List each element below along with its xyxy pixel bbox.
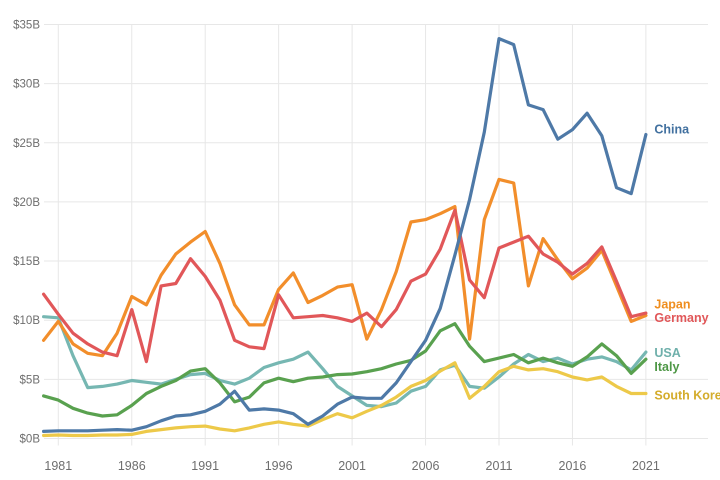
x-axis-tick-label: 2016 [559, 459, 587, 473]
series-line-germany [41, 208, 648, 364]
x-axis-tick-label: 2011 [486, 459, 513, 473]
y-axis-tick-label: $15B [13, 256, 40, 268]
x-axis-tick-label: 1991 [191, 459, 219, 473]
series-label-usa: USA [654, 346, 680, 360]
x-axis-tick-label: 2001 [338, 459, 366, 473]
x-axis-tick-label: 2021 [632, 459, 660, 473]
series-line-italy [41, 322, 648, 418]
y-axis-tick-label: $35B [13, 19, 40, 31]
series-line-china [41, 36, 648, 433]
series-line-usa [41, 315, 648, 409]
series-label-italy: Italy [654, 360, 679, 374]
x-axis-tick-label: 1986 [118, 459, 146, 473]
series-label-japan: Japan [654, 297, 690, 311]
series-label-south-korea: South Korea [654, 389, 720, 403]
y-axis-tick-label: $20B [13, 197, 40, 209]
x-axis-tick-label: 1981 [44, 459, 72, 473]
series-label-china: China [654, 122, 690, 136]
y-axis-tick-label: $25B [13, 138, 40, 150]
series-line-south-korea [41, 361, 648, 438]
y-axis-tick-label: $30B [13, 79, 40, 91]
y-axis-tick-label: $0B [20, 434, 41, 446]
series-label-germany: Germany [654, 311, 708, 325]
x-axis-tick-label: 1996 [265, 459, 293, 473]
series-line-japan [41, 177, 648, 358]
x-axis-tick-label: 2006 [412, 459, 440, 473]
y-axis-tick-label: $10B [13, 315, 40, 327]
y-axis-tick-label: $5B [20, 374, 41, 386]
